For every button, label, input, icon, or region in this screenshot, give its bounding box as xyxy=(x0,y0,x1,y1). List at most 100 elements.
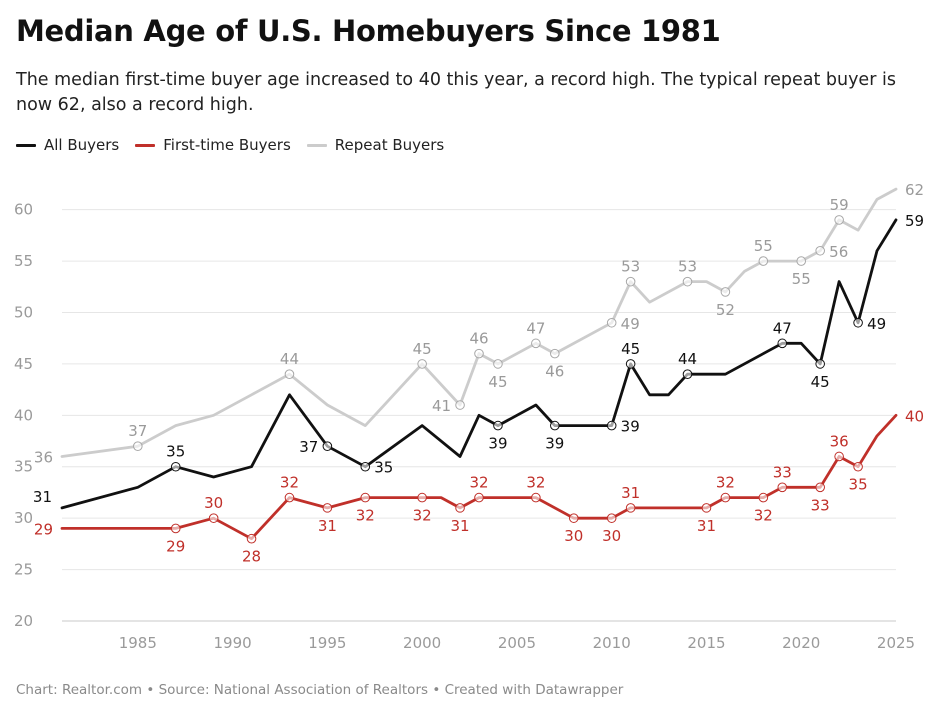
data-label-all-buyers-2010: 39 xyxy=(621,418,640,436)
legend-swatch-first-time-buyers xyxy=(135,143,156,147)
marker-repeat-buyers-2011 xyxy=(625,276,636,287)
data-label-all-buyers-2011: 45 xyxy=(621,340,640,358)
data-label-repeat-buyers-1993: 44 xyxy=(280,350,299,368)
x-tick-label-1990: 1990 xyxy=(213,634,251,652)
data-label-all-buyers-1987: 35 xyxy=(166,443,185,461)
y-tick-label-35: 35 xyxy=(14,458,33,476)
data-label-first-time-buyers-1989: 30 xyxy=(204,494,223,512)
y-tick-label-45: 45 xyxy=(14,355,33,373)
marker-first-time-buyers-1991 xyxy=(246,533,257,544)
marker-first-time-buyers-2019 xyxy=(777,482,788,493)
data-label-all-buyers-1997: 35 xyxy=(374,459,393,477)
marker-all-buyers-2011 xyxy=(625,359,636,369)
data-label-first-time-buyers-2003: 32 xyxy=(469,474,488,492)
data-label-first-time-buyers-2021: 33 xyxy=(811,496,830,514)
marker-all-buyers-2021 xyxy=(815,359,825,369)
data-label-first-time-buyers-1995: 31 xyxy=(318,517,337,535)
marker-first-time-buyers-2003 xyxy=(474,492,484,503)
marker-all-buyers-2007 xyxy=(550,420,560,431)
data-label-repeat-buyers-2025: 62 xyxy=(905,181,924,199)
marker-repeat-buyers-2020 xyxy=(796,256,807,266)
marker-first-time-buyers-2022 xyxy=(834,451,844,462)
marker-repeat-buyers-2007 xyxy=(550,348,560,359)
legend-label-all-buyers: All Buyers xyxy=(44,136,120,154)
chart-footer: Chart: Realtor.com • Source: National As… xyxy=(16,682,624,698)
marker-first-time-buyers-2016 xyxy=(720,492,731,503)
marker-all-buyers-1987 xyxy=(170,461,181,472)
marker-repeat-buyers-2000 xyxy=(417,359,427,369)
marker-repeat-buyers-1985 xyxy=(133,441,143,451)
marker-first-time-buyers-1997 xyxy=(360,492,371,503)
marker-all-buyers-2010 xyxy=(606,420,617,431)
marker-first-time-buyers-1989 xyxy=(208,513,219,523)
data-label-all-buyers-2014: 44 xyxy=(678,350,697,368)
legend-swatch-repeat-buyers xyxy=(306,143,327,147)
data-label-first-time-buyers-2011: 31 xyxy=(621,484,640,502)
y-tick-label-50: 50 xyxy=(14,303,33,321)
x-tick-label-1985: 1985 xyxy=(119,634,157,652)
data-label-first-time-buyers-2002: 31 xyxy=(450,517,469,535)
marker-first-time-buyers-2015 xyxy=(701,503,712,513)
legend: All Buyers First-time Buyers Repeat Buye… xyxy=(16,136,444,154)
y-tick-label-25: 25 xyxy=(14,561,33,579)
data-label-first-time-buyers-1981: 29 xyxy=(34,520,53,538)
data-label-first-time-buyers-2018: 32 xyxy=(754,507,773,525)
x-tick-label-2025: 2025 xyxy=(877,634,915,652)
data-label-repeat-buyers-1981: 36 xyxy=(34,448,53,466)
data-label-repeat-buyers-2006: 47 xyxy=(526,319,545,337)
data-label-first-time-buyers-1993: 32 xyxy=(280,474,299,492)
marker-all-buyers-1995 xyxy=(322,441,333,451)
data-label-all-buyers-2019: 47 xyxy=(773,319,792,337)
chart-subtitle: The median first-time buyer age increase… xyxy=(16,70,896,115)
data-label-first-time-buyers-2008: 30 xyxy=(564,527,583,545)
data-label-first-time-buyers-2025: 40 xyxy=(905,407,924,425)
marker-first-time-buyers-2000 xyxy=(417,492,427,503)
marker-repeat-buyers-2022 xyxy=(834,215,844,225)
data-label-all-buyers-2023: 49 xyxy=(867,315,886,333)
data-label-repeat-buyers-2003: 46 xyxy=(469,330,488,348)
data-label-first-time-buyers-2022: 36 xyxy=(830,432,849,450)
legend-label-repeat-buyers: Repeat Buyers xyxy=(334,136,445,154)
y-tick-label-55: 55 xyxy=(14,252,33,270)
data-label-all-buyers-1981: 31 xyxy=(33,488,52,506)
data-label-first-time-buyers-2016: 32 xyxy=(716,474,735,492)
data-label-first-time-buyers-1987: 29 xyxy=(166,537,185,555)
x-tick-label-2000: 2000 xyxy=(403,634,441,652)
marker-repeat-buyers-2004 xyxy=(493,359,503,369)
data-label-repeat-buyers-2014: 53 xyxy=(678,258,697,276)
x-tick-label-2020: 2020 xyxy=(782,634,820,652)
marker-first-time-buyers-2018 xyxy=(758,492,769,503)
data-label-repeat-buyers-2021: 56 xyxy=(829,243,848,261)
legend-item-all-buyers: All Buyers xyxy=(16,136,119,154)
data-label-first-time-buyers-2019: 33 xyxy=(773,463,792,481)
marker-first-time-buyers-1993 xyxy=(284,492,295,503)
marker-all-buyers-2023 xyxy=(853,317,863,328)
y-tick-label-40: 40 xyxy=(14,406,33,424)
data-label-repeat-buyers-2000: 45 xyxy=(413,340,432,358)
legend-label-first-time-buyers: First-time Buyers xyxy=(163,136,291,154)
marker-first-time-buyers-2002 xyxy=(455,503,465,513)
y-tick-label-60: 60 xyxy=(14,201,33,219)
data-label-repeat-buyers-2011: 53 xyxy=(621,258,640,276)
chart-title: Median Age of U.S. Homebuyers Since 1981 xyxy=(16,14,721,48)
x-tick-label-2010: 2010 xyxy=(593,634,631,652)
data-label-all-buyers-2025: 59 xyxy=(905,212,924,230)
data-label-first-time-buyers-2010: 30 xyxy=(602,527,621,545)
marker-first-time-buyers-1995 xyxy=(322,503,333,513)
data-label-first-time-buyers-2000: 32 xyxy=(413,507,432,525)
legend-swatch-all-buyers xyxy=(16,143,36,147)
series-line-repeat-buyers xyxy=(60,187,898,458)
data-label-all-buyers-1995: 37 xyxy=(299,438,318,456)
data-label-repeat-buyers-2022: 59 xyxy=(830,196,849,214)
marker-all-buyers-2004 xyxy=(493,420,503,431)
data-label-first-time-buyers-2006: 32 xyxy=(526,474,545,492)
marker-first-time-buyers-2011 xyxy=(625,503,636,513)
data-label-first-time-buyers-1997: 32 xyxy=(356,507,375,525)
data-label-repeat-buyers-2010: 49 xyxy=(621,315,640,333)
marker-repeat-buyers-2003 xyxy=(474,348,484,359)
y-tick-label-30: 30 xyxy=(14,509,33,527)
data-label-repeat-buyers-2018: 55 xyxy=(754,237,773,255)
marker-first-time-buyers-2023 xyxy=(853,461,863,472)
marker-repeat-buyers-2014 xyxy=(682,276,693,287)
